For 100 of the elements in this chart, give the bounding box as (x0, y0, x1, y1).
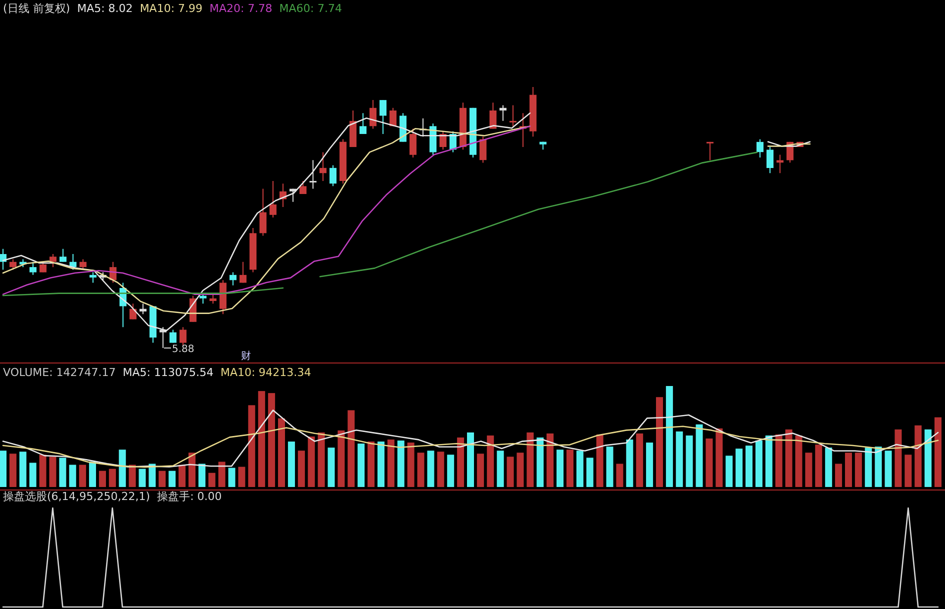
bar (9, 454, 16, 487)
bar (298, 450, 305, 487)
bar (795, 435, 802, 487)
bar (606, 446, 614, 487)
bar (656, 397, 663, 487)
bar (268, 393, 276, 487)
text: MA60: 7.74 (279, 2, 342, 15)
bar (368, 442, 375, 487)
bar (726, 456, 733, 487)
bar (138, 468, 146, 487)
bar (69, 464, 76, 487)
bar (894, 429, 902, 487)
bar (118, 450, 126, 487)
bar (536, 438, 544, 487)
bar (646, 442, 654, 487)
bar (476, 454, 484, 487)
chart-title: 操盘选股(6,14,95,250,22,1) (3, 490, 150, 503)
bar (706, 438, 713, 487)
bar (805, 452, 812, 487)
bar (825, 448, 832, 487)
bar (108, 468, 116, 487)
bar (686, 435, 693, 487)
bar (49, 456, 56, 487)
bar (576, 450, 584, 487)
bar (526, 432, 534, 487)
bar (79, 464, 86, 487)
bar (835, 464, 842, 487)
text: MA10: 7.99 (140, 2, 203, 15)
bar (746, 446, 753, 487)
bar (427, 450, 434, 487)
bar (854, 452, 862, 487)
bar (238, 466, 246, 487)
bar (218, 462, 226, 487)
bar (785, 429, 792, 487)
bar (387, 440, 394, 487)
bar (318, 432, 325, 487)
bar (486, 435, 494, 487)
bar (377, 442, 384, 487)
bar (59, 458, 66, 487)
bar (815, 444, 822, 487)
bar (496, 450, 504, 487)
bar (168, 470, 176, 487)
bar (278, 418, 286, 487)
bar (228, 468, 236, 487)
bar (696, 424, 703, 487)
bar (626, 440, 634, 487)
bar (755, 440, 762, 487)
bar (765, 435, 772, 487)
bar (596, 434, 604, 487)
bar (467, 432, 474, 487)
text: MA20: 7.78 (210, 2, 272, 15)
bar (248, 405, 256, 487)
text: MA5: 113075.54 (122, 366, 214, 379)
bar (516, 452, 524, 487)
bar (934, 417, 942, 487)
bar (198, 464, 206, 487)
bar (288, 442, 295, 487)
bar (874, 446, 882, 487)
bar (338, 430, 345, 487)
bar (457, 438, 464, 487)
bar (397, 440, 404, 487)
bar (98, 470, 106, 487)
bar (0, 450, 6, 487)
bar (716, 428, 723, 487)
bar (328, 448, 335, 487)
text: MA10: 94213.34 (220, 366, 312, 379)
bar (914, 425, 922, 487)
bar (864, 448, 872, 487)
bar (308, 436, 315, 487)
text: MA5: 8.02 (77, 2, 133, 15)
annotation: 财 (240, 350, 251, 362)
bar (884, 450, 892, 487)
bar (844, 452, 852, 487)
bar (39, 454, 46, 487)
bar (258, 391, 266, 487)
bar (775, 434, 782, 487)
bar (666, 386, 673, 487)
bar (128, 464, 136, 487)
bar (447, 454, 454, 487)
bar (407, 442, 414, 487)
bar (348, 410, 355, 487)
bar (417, 452, 424, 487)
bar (566, 450, 574, 487)
chart-title: (日线 前复权) (3, 2, 70, 15)
bar (904, 454, 912, 487)
bar (148, 464, 156, 487)
bar (437, 452, 444, 487)
bar (188, 452, 196, 487)
bar (586, 458, 594, 487)
text: VOLUME: 142747.17 (3, 366, 116, 379)
bar (636, 433, 644, 487)
bar (924, 429, 932, 487)
bar (506, 456, 514, 487)
text: 操盘手: 0.00 (157, 490, 222, 503)
bar (358, 444, 365, 487)
bar (158, 470, 166, 487)
bar (89, 462, 96, 487)
bar (19, 452, 26, 487)
bar (556, 450, 564, 487)
annotation: 5.88 (172, 344, 194, 355)
